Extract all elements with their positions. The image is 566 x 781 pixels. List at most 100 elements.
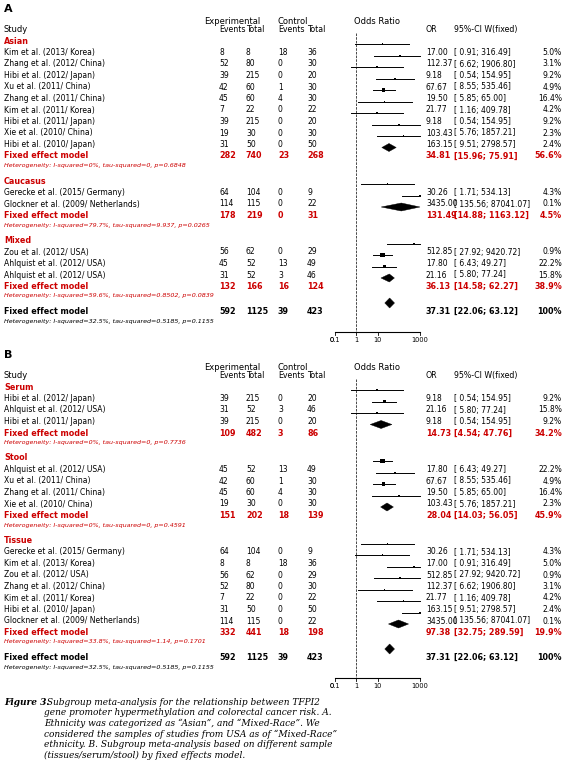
Text: [14.03; 56.05]: [14.03; 56.05] [454,511,518,520]
Text: 67.67: 67.67 [426,476,448,486]
Text: 64: 64 [219,188,229,197]
Bar [381,43,383,45]
Text: 9: 9 [307,547,312,557]
Text: 30: 30 [307,476,317,486]
Text: 5.0%: 5.0% [543,559,562,568]
Text: 0: 0 [278,211,284,220]
Text: 215: 215 [246,417,260,426]
Text: [ 135.56; 87041.07]: [ 135.56; 87041.07] [454,199,530,209]
Text: 0: 0 [330,683,334,689]
Text: 1000: 1000 [411,337,428,343]
Text: 151: 151 [219,511,235,520]
Text: 268: 268 [307,152,324,161]
Text: 2.4%: 2.4% [543,605,562,614]
Bar [399,55,401,56]
Text: 60: 60 [246,94,256,103]
Text: [ 9.51; 2798.57]: [ 9.51; 2798.57] [454,605,516,614]
Text: [ 0.54; 154.95]: [ 0.54; 154.95] [454,71,511,80]
Text: 8: 8 [219,559,224,568]
Text: 30: 30 [307,488,317,497]
Text: 22: 22 [307,616,316,626]
Text: 39: 39 [219,117,229,126]
Text: Heterogeneity: I-squared=59.6%, tau-squared=0.8502, p=0.0839: Heterogeneity: I-squared=59.6%, tau-squa… [4,294,214,298]
Text: 22: 22 [307,199,316,209]
Bar [376,389,378,391]
Text: Xie et al. (2010/ China): Xie et al. (2010/ China) [4,500,93,508]
Text: 62: 62 [246,248,256,256]
Text: 104: 104 [246,547,260,557]
Text: 52: 52 [246,259,256,268]
Text: [ 0.91; 316.49]: [ 0.91; 316.49] [454,559,511,568]
Text: 20: 20 [307,71,316,80]
Text: [ 8.55; 535.46]: [ 8.55; 535.46] [454,83,511,91]
Text: 46: 46 [307,270,317,280]
Text: OR: OR [426,371,438,380]
Text: 132: 132 [219,282,235,291]
Bar [402,135,404,137]
Text: 0: 0 [278,394,283,403]
Text: Events: Events [219,25,246,34]
Text: Zou et al. (2012/ USA): Zou et al. (2012/ USA) [4,570,89,580]
Text: 9.2%: 9.2% [543,417,562,426]
Text: 56.6%: 56.6% [534,152,562,161]
Text: 9.2%: 9.2% [543,394,562,403]
Text: 29: 29 [307,570,316,580]
Text: Zhang et al. (2012/ China): Zhang et al. (2012/ China) [4,59,105,69]
Text: 8: 8 [246,48,251,57]
Text: 19: 19 [219,129,229,137]
Text: 112.37: 112.37 [426,582,452,591]
Text: 13: 13 [278,259,288,268]
Text: Kim et al. (2013/ Korea): Kim et al. (2013/ Korea) [4,48,95,57]
Text: [ 1.16; 409.78]: [ 1.16; 409.78] [454,594,511,602]
Text: 19.50: 19.50 [426,488,448,497]
Text: 512.85: 512.85 [426,570,452,580]
Text: Zhang et al. (2011/ China): Zhang et al. (2011/ China) [4,488,105,497]
Text: 52: 52 [246,465,256,474]
Text: 512.85: 512.85 [426,248,452,256]
Text: 21.16: 21.16 [426,405,448,415]
Text: 441: 441 [246,628,263,637]
Text: 30: 30 [307,500,317,508]
Text: 52: 52 [219,59,229,69]
Text: 19.9%: 19.9% [534,628,562,637]
Text: Glockner et al. (2009/ Netherlands): Glockner et al. (2009/ Netherlands) [4,616,140,626]
Text: Zhang et al. (2011/ China): Zhang et al. (2011/ China) [4,94,105,103]
Text: 80: 80 [246,582,256,591]
Text: Ahlquist et al. (2012/ USA): Ahlquist et al. (2012/ USA) [4,259,105,268]
Text: 0.1: 0.1 [330,337,340,343]
Text: [ 135.56; 87041.07]: [ 135.56; 87041.07] [454,616,530,626]
Text: 38.9%: 38.9% [534,282,562,291]
Text: 0: 0 [278,582,283,591]
Text: Fixed effect model: Fixed effect model [4,152,88,161]
Text: Events: Events [219,371,246,380]
Bar [384,589,385,590]
Text: Fixed effect model: Fixed effect model [4,282,88,291]
Text: 56: 56 [219,570,229,580]
Bar [380,458,385,463]
Text: 30: 30 [307,59,317,69]
Text: A: A [4,4,12,14]
Text: Total: Total [307,371,325,380]
Text: 139: 139 [307,511,324,520]
Text: 36.13: 36.13 [426,282,451,291]
Text: 423: 423 [307,653,324,662]
Text: 21.77: 21.77 [426,594,448,602]
Text: Heterogeneity: I-squared=0%, tau-squared=0, p=0.4591: Heterogeneity: I-squared=0%, tau-squared… [4,522,186,527]
Text: [ 5.76; 1857.21]: [ 5.76; 1857.21] [454,500,516,508]
Text: 4.2%: 4.2% [543,105,562,115]
Bar [395,78,396,79]
Bar [376,112,378,114]
Text: 112.37: 112.37 [426,59,452,69]
Bar [376,412,378,414]
Text: 42: 42 [219,83,229,91]
Text: [ 0.54; 154.95]: [ 0.54; 154.95] [454,417,511,426]
Text: 1: 1 [278,476,283,486]
Text: 15.8%: 15.8% [538,270,562,280]
Text: [ 5.76; 1857.21]: [ 5.76; 1857.21] [454,129,516,137]
Text: 16: 16 [278,282,289,291]
Text: 0: 0 [278,188,283,197]
Text: 7: 7 [219,105,224,115]
Bar [380,252,385,258]
Text: [ 5.80; 77.24]: [ 5.80; 77.24] [454,270,506,280]
Polygon shape [381,274,395,282]
